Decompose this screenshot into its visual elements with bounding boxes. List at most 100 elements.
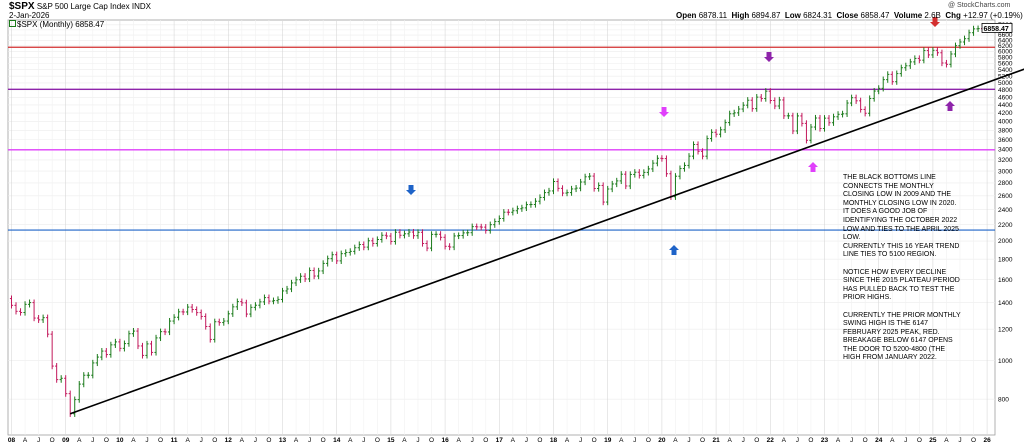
price-bar — [502, 209, 506, 222]
price-bar — [235, 298, 239, 310]
price-bar — [719, 126, 723, 138]
legend-swatch — [9, 20, 16, 27]
price-bar — [46, 314, 50, 338]
price-bar — [86, 372, 90, 379]
x-tick-label: O — [808, 437, 813, 444]
price-bar — [136, 327, 140, 350]
price-bar — [371, 237, 375, 247]
price-bar — [958, 38, 962, 49]
y-tick-label: 4200 — [998, 110, 1013, 117]
price-bar — [538, 194, 542, 205]
price-bar — [556, 178, 560, 192]
price-bar — [971, 25, 976, 36]
chg-value: +12.97 (+0.19%) — [963, 11, 1023, 20]
x-tick-label: O — [104, 437, 109, 444]
y-tick-label: 2600 — [998, 193, 1013, 200]
price-bar — [705, 135, 709, 160]
y-tick-label: 3200 — [998, 157, 1013, 164]
price-bar — [827, 115, 831, 126]
price-bar — [407, 228, 411, 237]
price-bar — [547, 187, 551, 196]
x-tick-label: 16 — [441, 437, 449, 444]
annotation-note: THE BLACK BOTTOMS LINE CONNECTS THE MONT… — [843, 174, 961, 362]
price-bar — [276, 296, 280, 304]
x-tick-label: A — [348, 437, 353, 444]
x-tick-label: 08 — [8, 437, 16, 444]
y-tick-label: 1800 — [998, 256, 1013, 263]
price-bar — [353, 244, 357, 255]
price-bar — [859, 97, 863, 113]
price-bar — [452, 232, 456, 251]
price-bar — [280, 287, 285, 303]
price-bar — [434, 231, 438, 238]
price-bar — [899, 64, 903, 77]
watermark: @ StockCharts.com — [948, 2, 1011, 9]
x-tick-label: J — [416, 437, 419, 444]
price-bar — [551, 178, 556, 195]
price-bar — [109, 341, 113, 358]
price-bar — [601, 182, 605, 206]
y-tick-label: 5200 — [998, 73, 1013, 80]
price-bar — [77, 381, 81, 403]
price-bar — [59, 375, 63, 383]
x-tick-label: J — [471, 437, 474, 444]
y-axis: 800 1000 1200 1400 1600 1800 2000 2200 2400 2600 2… — [998, 22, 1013, 403]
magenta-arrow-down — [659, 107, 669, 117]
price-bar — [50, 331, 54, 370]
price-bar — [560, 185, 565, 197]
price-bar — [840, 110, 845, 118]
price-bar — [335, 251, 339, 265]
price-bar — [881, 76, 885, 92]
y-tick-label: 1600 — [998, 277, 1013, 284]
y-tick-label: 6000 — [998, 49, 1013, 56]
ohlc-readout: Open 6878.11 High 6894.87 Low 6824.31 Cl… — [676, 11, 1023, 21]
price-bar — [619, 171, 623, 185]
price-bar — [122, 340, 127, 352]
x-tick-label: J — [796, 437, 799, 444]
price-bars — [9, 25, 994, 417]
x-tick-label: 10 — [116, 437, 124, 444]
y-tick-label: 1400 — [998, 300, 1013, 307]
x-tick-label: J — [525, 437, 528, 444]
price-bar — [908, 58, 912, 69]
price-bar — [82, 372, 86, 388]
high-value: 6894.87 — [751, 11, 781, 20]
price-bar — [664, 155, 669, 177]
price-bar — [845, 99, 849, 117]
x-tick-label: A — [890, 437, 895, 444]
y-tick-label: 5400 — [998, 67, 1013, 74]
x-tick-label: O — [646, 437, 651, 444]
price-bar — [831, 113, 836, 126]
price-bar — [298, 273, 303, 283]
price-bar — [217, 318, 221, 326]
price-bar — [773, 97, 777, 110]
price-bar — [524, 201, 528, 212]
price-bar — [362, 241, 366, 251]
price-bar — [895, 70, 899, 85]
price-bar — [402, 230, 407, 239]
price-bar — [836, 111, 840, 120]
price-bar — [100, 348, 104, 361]
x-tick-label: A — [185, 437, 190, 444]
price-bar — [583, 173, 587, 186]
x-tick-label: O — [50, 437, 55, 444]
price-bar — [493, 218, 497, 228]
price-bar — [565, 189, 569, 197]
x-tick-label: 18 — [550, 437, 558, 444]
price-bar — [723, 119, 727, 133]
price-bar — [339, 250, 343, 265]
price-bar — [18, 308, 23, 316]
price-bar — [95, 353, 99, 367]
price-bar — [741, 102, 745, 113]
x-tick-label: O — [266, 437, 271, 444]
x-tick-label: A — [673, 437, 678, 444]
price-bar — [195, 306, 199, 316]
price-bar — [691, 141, 696, 160]
price-tag-text: 6858.47 — [984, 26, 1009, 33]
price-bar — [592, 173, 596, 192]
price-bar — [687, 153, 691, 169]
price-bar — [204, 313, 208, 330]
price-bar — [438, 231, 443, 241]
price-bar — [660, 155, 664, 162]
price-bar — [199, 309, 203, 320]
